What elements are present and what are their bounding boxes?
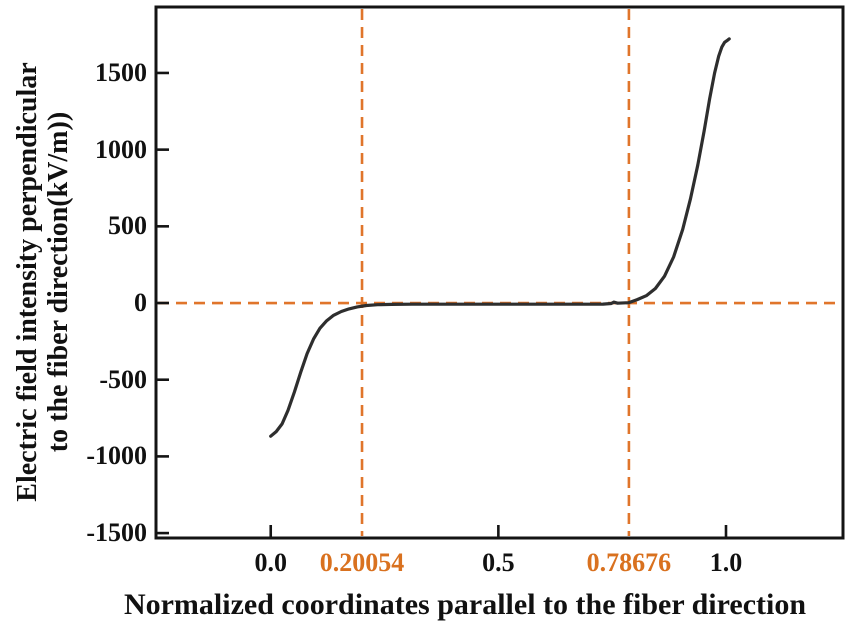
x-tick-label-highlight: 0.20054 <box>319 548 405 577</box>
plot-frame <box>154 5 845 540</box>
y-tick-label: 500 <box>108 211 147 241</box>
y-tick-label: -1500 <box>86 518 147 548</box>
y-tick-label: -500 <box>99 364 147 394</box>
x-tick-label: 1.0 <box>709 548 743 577</box>
series-electric-field-intensity-curve <box>269 37 731 438</box>
y-tick-label: -1000 <box>86 441 147 471</box>
x-tick-label-highlight: 0.78676 <box>586 548 672 577</box>
x-axis-title: Normalized coordinates parallel to the f… <box>123 588 807 621</box>
x-tick-label: 0.0 <box>254 548 287 577</box>
y-tick-label: 1000 <box>95 134 147 164</box>
y-tick-label: 0 <box>134 288 147 318</box>
x-tick-label: 0.5 <box>482 548 515 577</box>
y-tick-label: 1500 <box>95 57 147 87</box>
